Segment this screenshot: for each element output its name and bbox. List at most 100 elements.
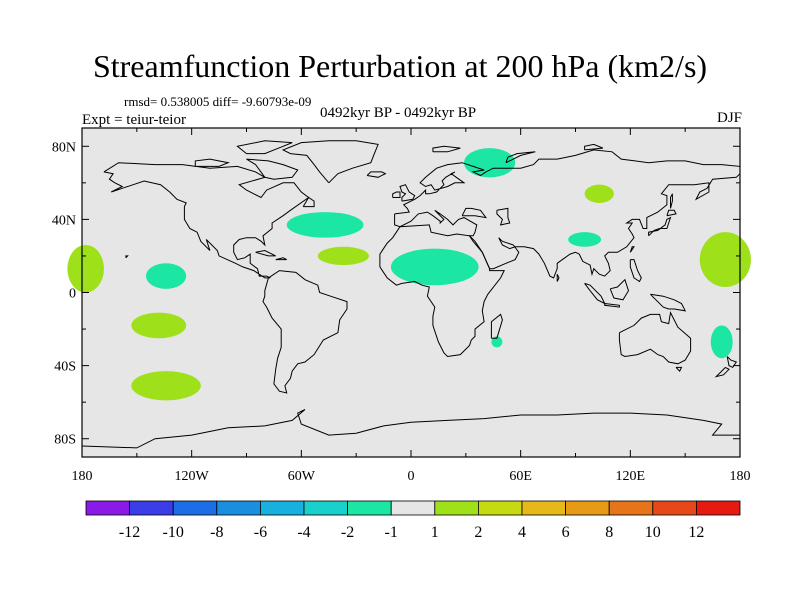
- anomaly-west-pacific-positive: [699, 232, 751, 288]
- coastline-great-britain: [399, 184, 416, 202]
- coastline-madagascar: [490, 313, 503, 339]
- colorbar-label: 4: [518, 524, 526, 541]
- coastline-iceland: [366, 171, 387, 178]
- anomaly-layer: [67, 148, 751, 401]
- colorbar-swatch: [347, 500, 392, 516]
- lon-label: 0: [408, 469, 415, 484]
- colorbar-swatch: [303, 500, 348, 516]
- coastline-antarctica: [81, 409, 740, 449]
- lat-label: 80S: [54, 433, 76, 448]
- coastline-hokkaido: [666, 209, 677, 217]
- coastline-north-america: [103, 162, 310, 279]
- coastline-ellesmere: [236, 140, 293, 155]
- anomaly-tibet-negative: [568, 232, 602, 247]
- lon-label: 60E: [509, 469, 532, 484]
- coastline-borneo: [609, 278, 630, 301]
- colorbar-label: 1: [431, 524, 439, 541]
- colorbar-label: 8: [605, 524, 613, 541]
- coastline-severnaya: [584, 143, 604, 151]
- colorbar-swatch: [129, 500, 174, 516]
- coastline-baffin: [246, 158, 299, 180]
- anomaly-tropical-atlantic-positive: [317, 246, 369, 266]
- coastline-tasmania: [675, 366, 683, 372]
- colorbar-label: -1: [385, 524, 398, 541]
- anomaly-north-atlantic-negative: [286, 212, 364, 238]
- colorbar-swatch: [390, 500, 436, 516]
- colorbar-label: -10: [163, 524, 184, 541]
- lon-label: 120W: [175, 469, 210, 484]
- coastline-black-sea: [461, 207, 488, 219]
- lon-label: 60W: [288, 469, 316, 484]
- colorbar-swatch: [259, 500, 305, 516]
- colorbar-label: 12: [688, 524, 704, 541]
- coastline-australia: [618, 311, 692, 365]
- colorbar-swatch: [565, 500, 610, 516]
- lon-axis-labels: 180 120W 60W 0 60E 120E 180: [72, 469, 751, 484]
- colorbar: [85, 500, 741, 516]
- colorbar-swatch: [608, 500, 654, 516]
- coastline-victoria-island: [194, 158, 230, 167]
- colorbar-swatch: [652, 500, 697, 516]
- coastline-sri-lanka: [556, 273, 560, 282]
- coastline-cuba: [255, 249, 276, 257]
- lat-label: 40S: [54, 360, 76, 375]
- axis-ticks: [81, 128, 741, 457]
- map-background: [81, 127, 741, 458]
- coastline-greenland: [281, 140, 379, 184]
- lon-label: 120E: [616, 469, 646, 484]
- coastline-newfoundland: [302, 196, 315, 208]
- period-label: 0492kyr BP - 0492kyr BP: [320, 105, 477, 121]
- coastline-svalbard: [432, 145, 461, 153]
- anomaly-north-pacific-east-positive: [67, 244, 104, 293]
- coastline-eurasia: [394, 149, 741, 279]
- stats-text: rmsd= 0.538005 diff= -9.60793e-09: [124, 94, 312, 109]
- colorbar-swatch: [434, 500, 479, 516]
- coastline-new-guinea: [650, 293, 687, 312]
- coastline-caspian: [496, 207, 511, 226]
- colorbar-label: 6: [562, 524, 570, 541]
- colorbar-label: -2: [341, 524, 354, 541]
- coastline-philippines: [629, 259, 642, 283]
- coastline-sakhalin: [670, 193, 673, 209]
- colorbar-swatch: [172, 500, 218, 516]
- colorbar-label: 2: [474, 524, 482, 541]
- map-title: Streamfunction Perturbation at 200 hPa (…: [92, 48, 708, 84]
- coastline-novaya-zemlya: [505, 151, 536, 164]
- season-label: DJF: [716, 110, 742, 126]
- coastline-taiwan: [629, 246, 635, 253]
- colorbar-swatch: [216, 500, 261, 516]
- lon-label: 180: [730, 469, 751, 484]
- experiment-label: Expt = teiur-teior: [82, 112, 186, 128]
- lat-label: 40N: [52, 213, 76, 228]
- lat-label: 80N: [52, 140, 76, 155]
- colorbar-label: -12: [119, 524, 140, 541]
- coastline-hispaniola: [275, 257, 287, 261]
- anomaly-tasman-negative: [710, 325, 733, 359]
- colorbar-swatch: [521, 500, 566, 516]
- coastline-south-america: [262, 270, 348, 394]
- coastline-africa: [379, 224, 506, 358]
- lon-label: 180: [72, 469, 93, 484]
- colorbar-swatch: [696, 500, 741, 516]
- anomaly-madagascar-negative: [491, 336, 503, 348]
- coastline-java: [604, 303, 620, 308]
- colorbar-swatch: [477, 500, 523, 516]
- coastline-hawaii: [125, 255, 129, 259]
- anomaly-south-pacific-positive: [131, 312, 187, 339]
- coastline-new-zealand-south: [714, 366, 730, 378]
- coastline-new-zealand-north: [726, 356, 738, 369]
- anomaly-africa-negative: [390, 248, 479, 286]
- anomaly-southern-ocean-positive: [131, 371, 201, 401]
- anomaly-barents-negative: [464, 148, 516, 178]
- colorbar-swatch: [85, 500, 130, 516]
- coastline-layer: [81, 140, 741, 449]
- anomaly-east-pacific-negative: [145, 263, 187, 289]
- anomaly-siberia-positive: [584, 184, 614, 203]
- colorbar-label: -4: [297, 524, 310, 541]
- coastline-ireland: [392, 191, 401, 198]
- lat-axis-labels: 80N 40N 0 40S 80S: [52, 140, 76, 447]
- colorbar-labels: -12 -10 -8 -6 -4 -2 -1 1 2 4 6 8 10 12: [119, 524, 704, 541]
- lat-label: 0: [69, 287, 76, 302]
- colorbar-label: 10: [645, 524, 661, 541]
